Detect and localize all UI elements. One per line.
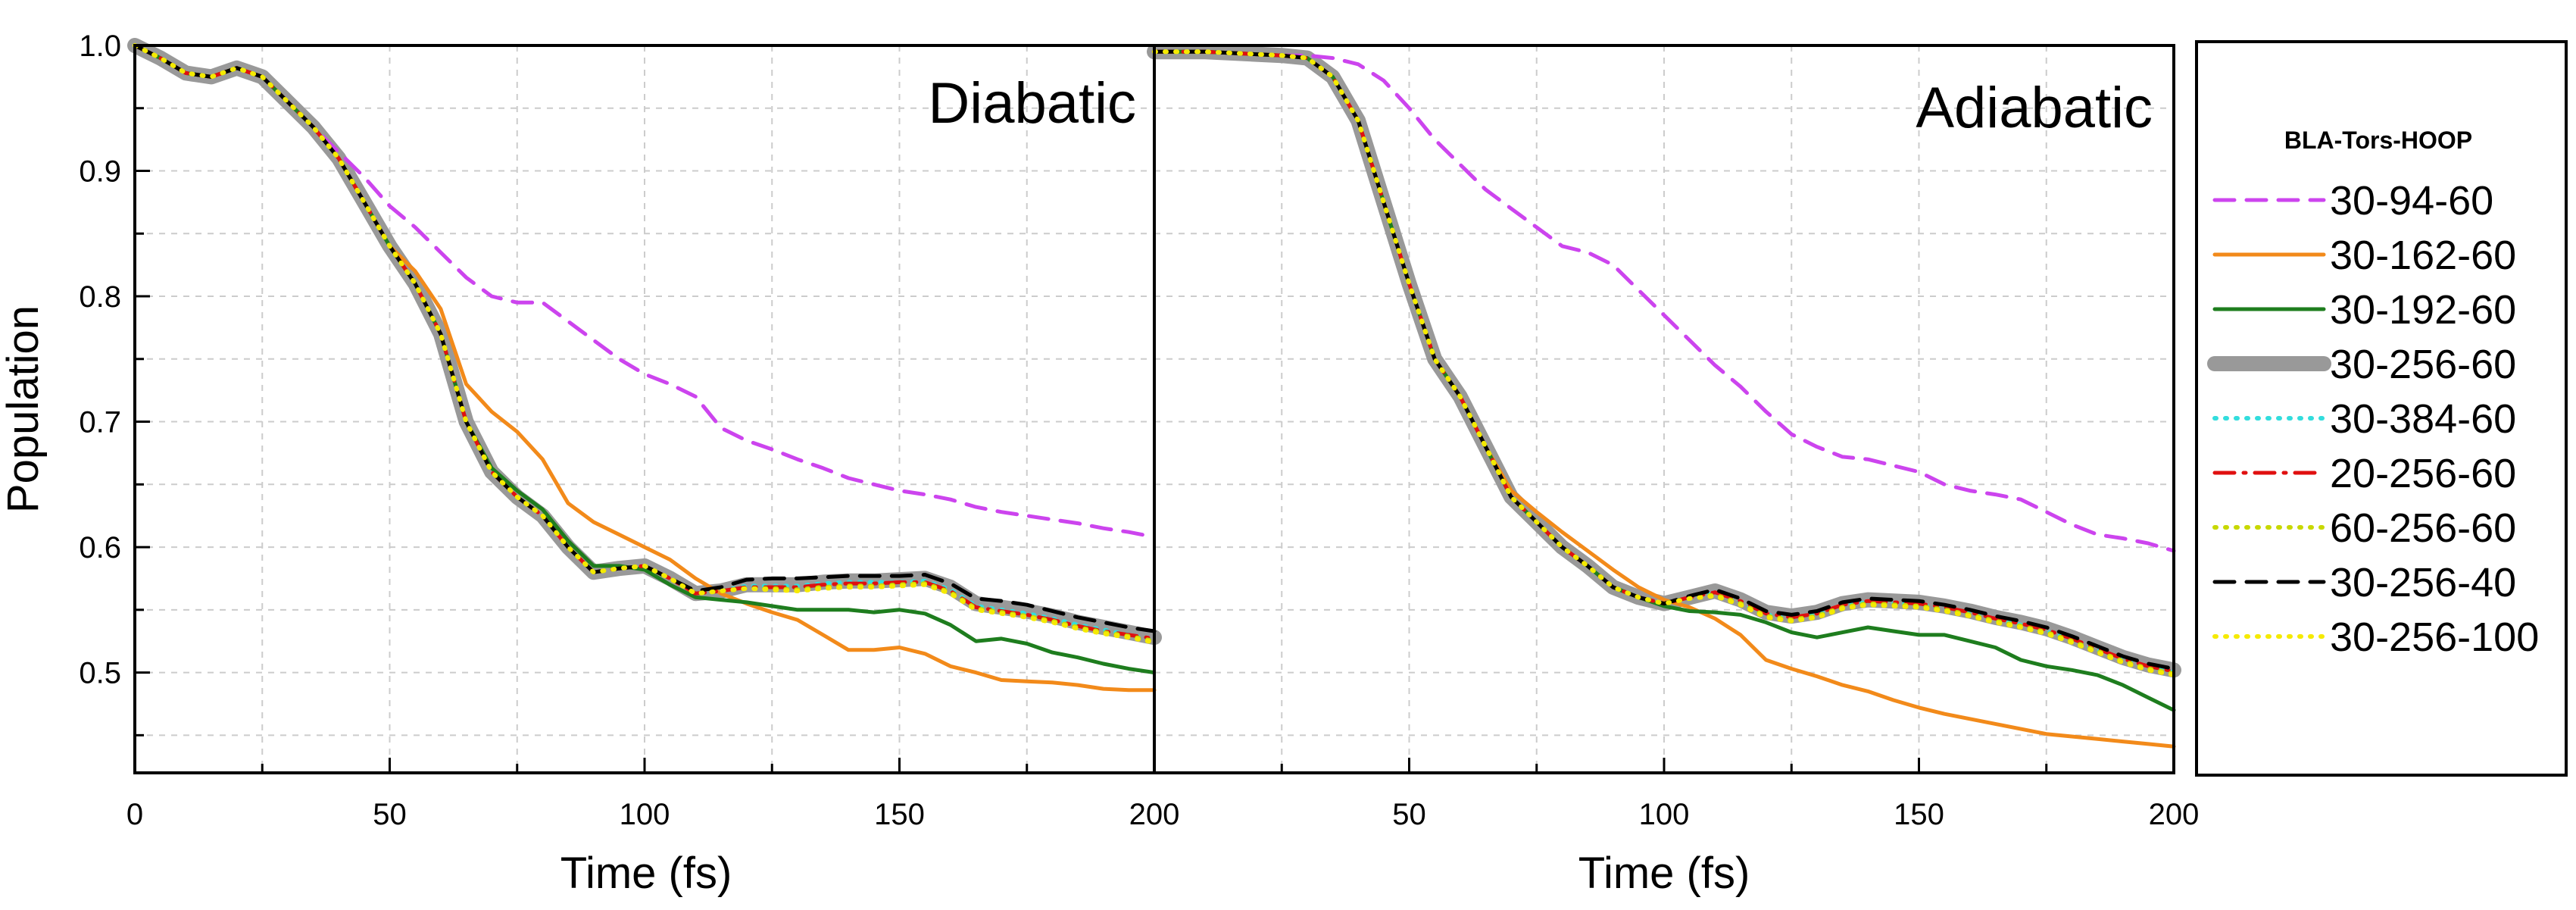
tick-marks [1153, 758, 2175, 773]
legend-label-30-256-100: 30-256-100 [2330, 614, 2539, 660]
x-tick-label: 150 [874, 798, 925, 831]
x-tick-label: 100 [1639, 798, 1690, 831]
x-tick-label: 50 [1392, 798, 1426, 831]
x-tick-label: 50 [373, 798, 407, 831]
series-line-30-256-40 [1152, 49, 2176, 671]
legend-label-30-256-40: 30-256-40 [2330, 560, 2516, 605]
panel-title-diabatic: Diabatic [928, 71, 1136, 136]
y-tick-labels: 0.5 0.6 0.7 0.8 0.9 1.0 [79, 30, 121, 690]
legend-label-30-162-60: 30-162-60 [2330, 233, 2516, 278]
series-group [127, 38, 1162, 693]
x-tick-label: 0 [126, 798, 143, 831]
panel-title-adiabatic: Adiabatic [1916, 76, 2153, 140]
legend: BLA-Tors-HOOP 30-94-60 30-162-60 30-192-60… [2195, 40, 2568, 777]
legend-entries: 30-94-60 30-162-60 30-192-60 30-256-60 30-38… [2207, 178, 2539, 660]
series-line-30-94-60 [1152, 49, 2176, 553]
legend-label-60-256-60: 60-256-60 [2330, 505, 2516, 551]
x-tick-labels: 0 50 100 150 [126, 798, 925, 831]
x-tick-label: 100 [620, 798, 670, 831]
y-tick-label: 0.6 [79, 531, 121, 564]
series-line-30-256-100 [133, 43, 1157, 645]
y-tick-label: 0.9 [79, 155, 121, 189]
x-axis-label: Time (fs) [560, 849, 732, 898]
x-tick-label: 200 [1129, 798, 1180, 831]
legend-label-30-192-60: 30-192-60 [2330, 287, 2516, 333]
legend-label-30-256-60: 30-256-60 [2330, 342, 2516, 387]
panel-diabatic: 0 50 100 150 Diabatic Time (fs) [126, 38, 1162, 898]
y-tick-label: 0.8 [79, 280, 121, 314]
x-axis-label: Time (fs) [1578, 849, 1750, 898]
x-tick-label: 200 [2149, 798, 2200, 831]
legend-label-20-256-60: 20-256-60 [2330, 451, 2516, 496]
panel-adiabatic: 200 50 100 150 200 Adiabatic Time (fs) [1129, 44, 2200, 898]
legend-label-30-384-60: 30-384-60 [2330, 396, 2516, 442]
legend-box [2195, 40, 2568, 777]
series-line-30-192-60 [1152, 49, 2176, 712]
x-tick-label: 150 [1894, 798, 1944, 831]
series-group [1147, 44, 2181, 749]
y-tick-label: 1.0 [79, 30, 121, 63]
gridlines [135, 45, 1154, 773]
y-tick-label: 0.7 [79, 406, 121, 439]
gridlines [1154, 45, 2174, 773]
y-axis-label: Population [0, 305, 48, 513]
legend-label-30-94-60: 30-94-60 [2330, 178, 2493, 224]
y-tick-label: 0.5 [79, 657, 121, 690]
legend-title: BLA-Tors-HOOP [2284, 127, 2472, 154]
x-tick-labels: 200 50 100 150 200 [1129, 798, 2200, 831]
